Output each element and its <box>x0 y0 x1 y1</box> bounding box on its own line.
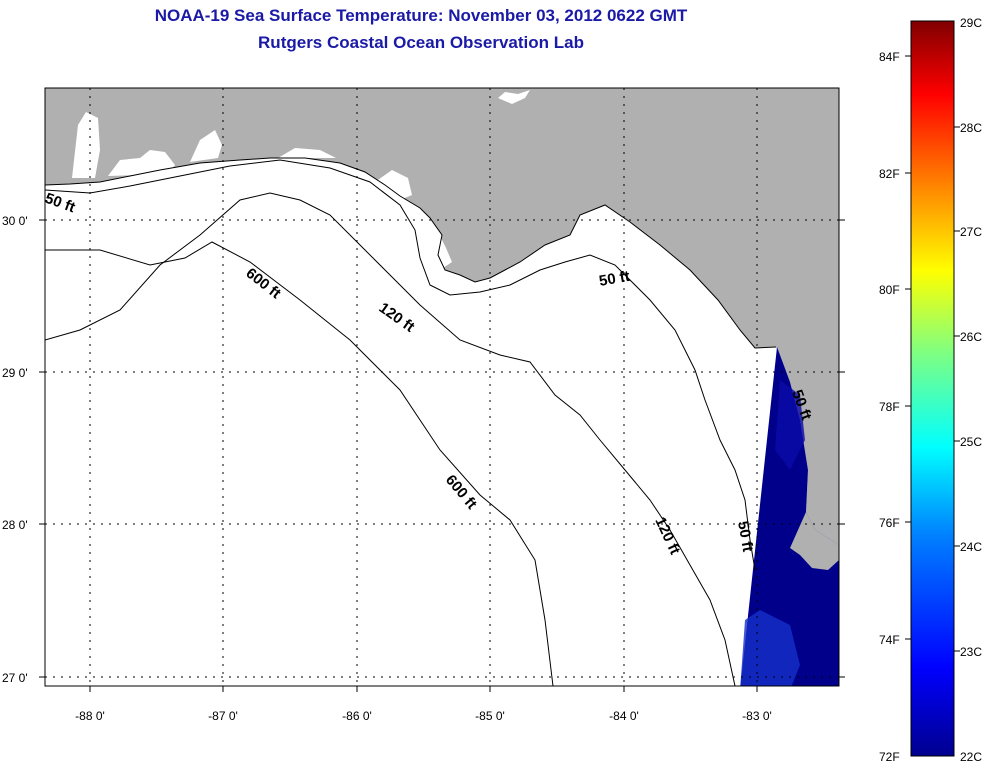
longitude-label: -83 0' <box>742 709 772 723</box>
colorbar-f-label: 74F <box>879 633 900 647</box>
latitude-axis: 30 0' 29 0' 28 0' 27 0' <box>2 214 28 685</box>
contour-50ft <box>45 159 756 571</box>
colorbar-c-label: 24C <box>960 540 982 554</box>
colorbar-c-label: 25C <box>960 435 982 449</box>
axis-ticks <box>39 219 845 692</box>
map-plot-area: 50 ft 600 ft 120 ft 50 ft 600 ft 120 ft … <box>45 88 839 686</box>
colorbar-f-label: 72F <box>879 750 900 764</box>
contour-120ft <box>45 192 736 686</box>
map-title: NOAA-19 Sea Surface Temperature: Novembe… <box>154 6 688 25</box>
contour-label: 50 ft <box>598 268 631 290</box>
colorbar-c-label: 28C <box>960 121 982 135</box>
longitude-label: -88 0' <box>75 709 105 723</box>
longitude-label: -86 0' <box>342 709 372 723</box>
colorbar-c-label: 26C <box>960 330 982 344</box>
colorbar-gradient <box>910 20 955 757</box>
colorbar: 84F 82F 80F 78F 76F 74F 72F 29C 28C 27C … <box>879 16 982 764</box>
sst-swath <box>740 347 839 686</box>
colorbar-f-label: 78F <box>879 400 900 414</box>
longitude-label: -87 0' <box>208 709 238 723</box>
colorbar-c-label: 23C <box>960 645 982 659</box>
longitude-axis: -88 0' -87 0' -86 0' -85 0' -84 0' -83 0… <box>75 709 772 723</box>
latitude-label: 30 0' <box>2 214 28 228</box>
contour-label: 50 ft <box>734 520 756 553</box>
latitude-label: 28 0' <box>2 518 28 532</box>
map-frame <box>44 87 840 687</box>
colorbar-c-label: 27C <box>960 225 982 239</box>
colorbar-f-label: 80F <box>879 283 900 297</box>
longitude-label: -85 0' <box>475 709 505 723</box>
colorbar-f-label: 84F <box>879 50 900 64</box>
colorbar-f-label: 82F <box>879 167 900 181</box>
colorbar-c-label: 22C <box>960 750 982 764</box>
map-subtitle: Rutgers Coastal Ocean Observation Lab <box>258 33 584 52</box>
land-mass <box>45 88 839 545</box>
contour-600ft <box>45 241 554 686</box>
latitude-label: 27 0' <box>2 671 28 685</box>
longitude-label: -84 0' <box>609 709 639 723</box>
colorbar-c-label: 29C <box>960 16 982 30</box>
colorbar-f-label: 76F <box>879 516 900 530</box>
latitude-label: 29 0' <box>2 366 28 380</box>
